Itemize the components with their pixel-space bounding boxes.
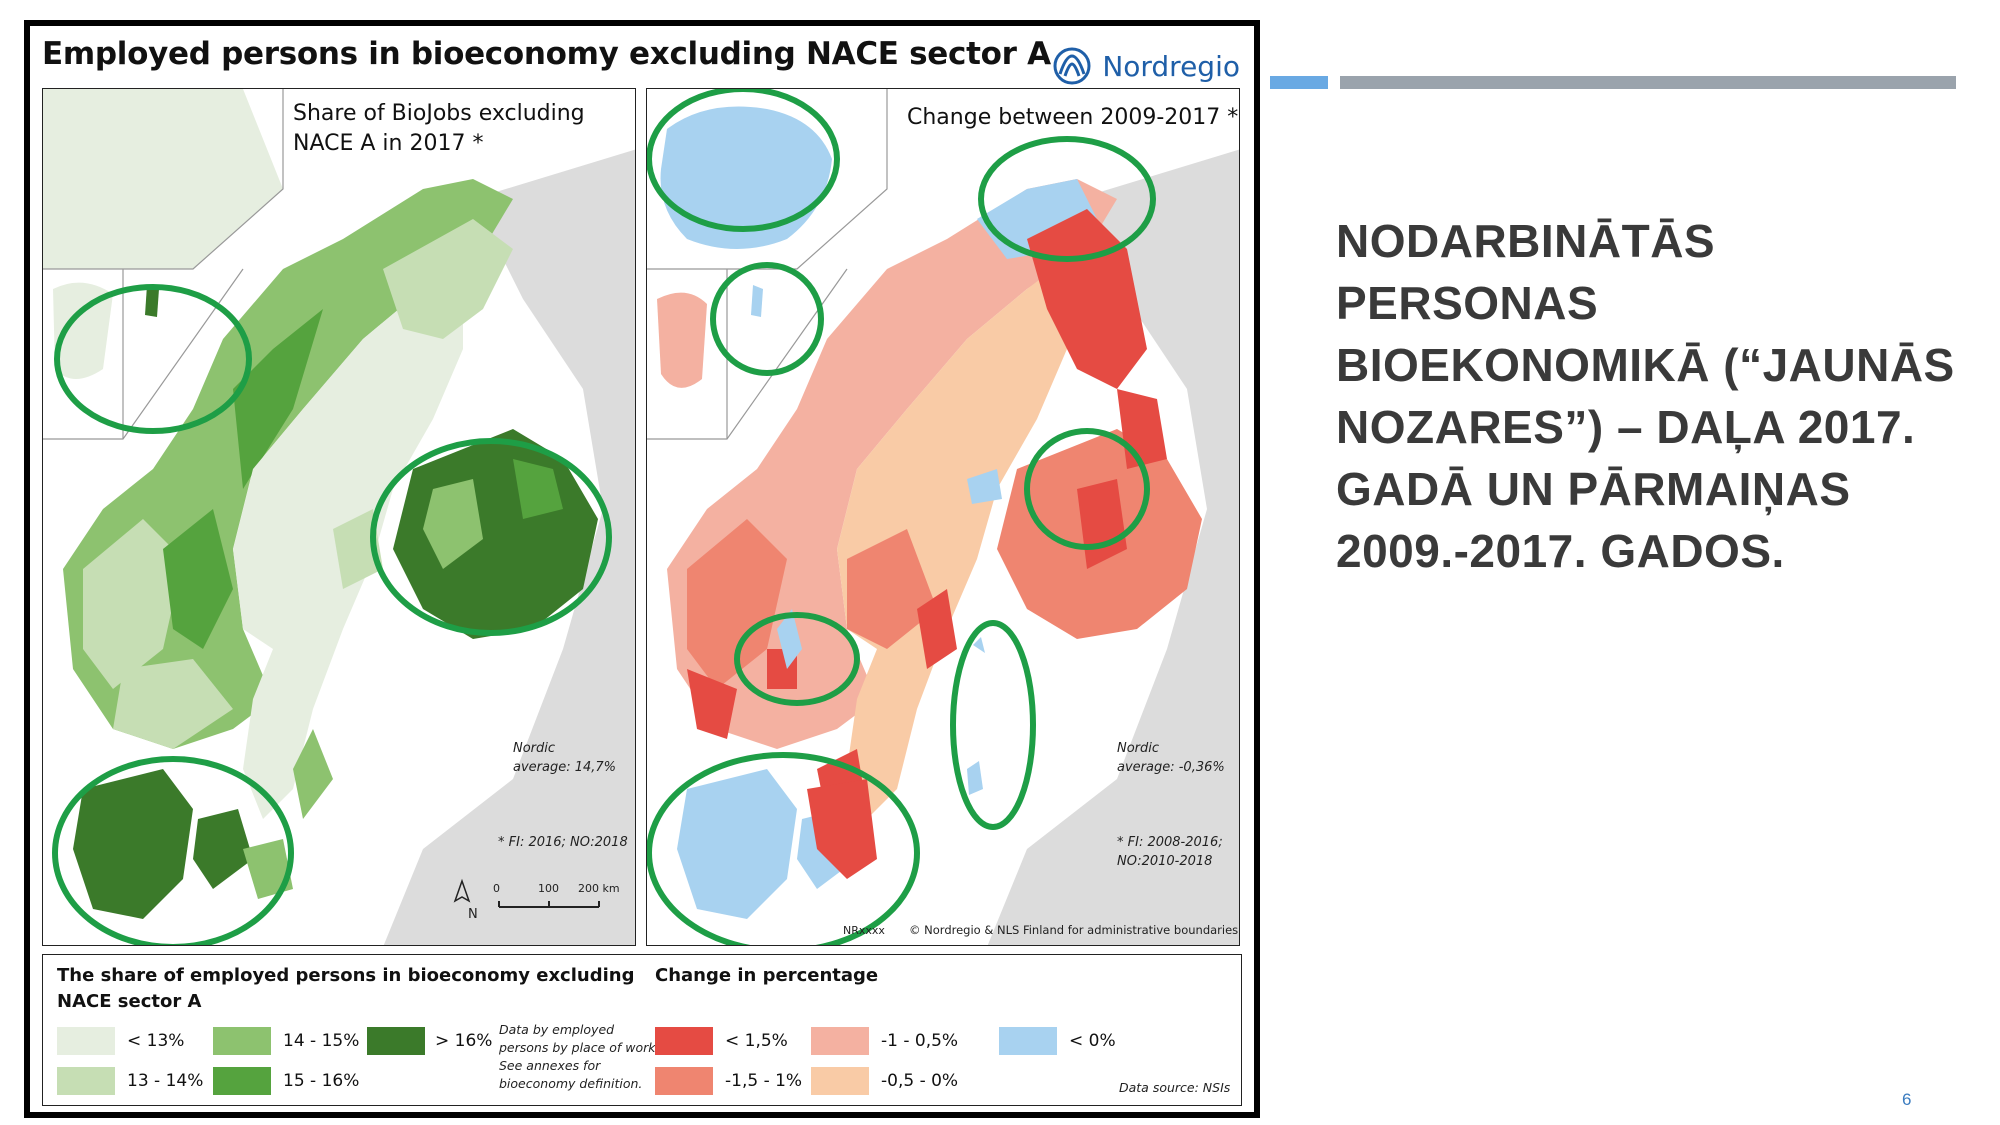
- slide-title-line-3: NOZARES”) – DAĻA 2017.: [1336, 401, 1916, 453]
- share-map-panel: Share of BioJobs excluding NACE A in 201…: [42, 88, 636, 946]
- logo-text: Nordregio: [1102, 49, 1240, 83]
- map-legend: The share of employed persons in bioecon…: [42, 954, 1242, 1106]
- change-swatch-4: [811, 1067, 869, 1095]
- slide-title-line-1: NODARBINĀTĀS PERSONAS: [1336, 215, 1716, 329]
- map-copyright: © Nordregio & NLS Finland for administra…: [909, 923, 1239, 937]
- share-swatch-4: [213, 1067, 271, 1095]
- denmark-region: [73, 769, 193, 919]
- share-note-line2: persons by place of work.: [499, 1040, 660, 1055]
- map-figure: Employed persons in bioeconomy excluding…: [24, 20, 1260, 1118]
- slide-title-line-4: GADĀ UN PĀRMAIŅAS: [1336, 463, 1851, 515]
- share-map: [43, 89, 635, 945]
- share-class-label-4: 15 - 16%: [283, 1071, 360, 1091]
- north-arrow-icon: [453, 878, 471, 903]
- change-average-line1: Nordic: [1117, 741, 1160, 756]
- slide-title: NODARBINĀTĀS PERSONAS BIOEKONOMIKĀ (“JAU…: [1336, 210, 1976, 582]
- nordregio-logo-icon: [1053, 47, 1091, 85]
- data-source: Data source: NSIs: [1119, 1080, 1231, 1095]
- change-footnote-line2: NO:2010-2018: [1117, 854, 1213, 869]
- share-average-line2: average: 14,7%: [513, 760, 617, 775]
- change-swatch-1: [655, 1027, 713, 1055]
- scale-label-100: 100: [538, 882, 559, 895]
- share-class-label-3: 14 - 15%: [283, 1031, 360, 1051]
- norway-region: [667, 179, 1117, 749]
- share-map-title-line2: NACE A in 2017 *: [293, 131, 484, 156]
- share-swatch-1: [57, 1027, 115, 1055]
- faroe-islands: [145, 285, 159, 317]
- change-legend-title: Change in percentage: [655, 965, 879, 986]
- change-class-label-5: < 0%: [1069, 1031, 1116, 1051]
- highlight-ring-denmark: [52, 756, 294, 945]
- share-note-line1: Data by employed: [499, 1022, 615, 1037]
- share-legend-title-line2: NACE sector A: [57, 991, 202, 1012]
- change-class-label-3: -1 - 0,5%: [881, 1031, 959, 1051]
- share-swatch-5: [367, 1027, 425, 1055]
- change-swatch-2: [655, 1067, 713, 1095]
- share-footnote: * FI: 2016; NO:2018: [498, 835, 628, 850]
- change-map-panel: Change between 2009-2017 * Nordic averag…: [646, 88, 1240, 946]
- sweden-region: [837, 259, 1067, 819]
- highlight-ring-finland: [370, 438, 612, 636]
- change-footnote-line1: * FI: 2008-2016;: [1117, 835, 1223, 850]
- header-rule: [1340, 76, 1956, 89]
- change-map-title: Change between 2009-2017 *: [907, 105, 1239, 130]
- share-legend-title-line1: The share of employed persons in bioecon…: [57, 965, 635, 986]
- page-number: 6: [1902, 1090, 1912, 1109]
- change-swatch-3: [811, 1027, 869, 1055]
- figure-title: Employed persons in bioeconomy excluding…: [42, 36, 1051, 72]
- change-class-label-1: < 1,5%: [725, 1031, 788, 1051]
- highlight-ring-denmark: [647, 752, 920, 945]
- scale-label-0: 0: [493, 882, 500, 895]
- highlight-ring-lapland: [978, 136, 1156, 262]
- scale-label-200: 200 km: [578, 882, 620, 895]
- highlight-ring-faroes: [710, 262, 824, 376]
- change-class-label-4: -0,5 - 0%: [881, 1071, 959, 1091]
- share-class-label-1: < 13%: [127, 1031, 185, 1051]
- change-map: [647, 89, 1239, 945]
- accent-bar: [1270, 76, 1328, 89]
- highlight-ring-iceland: [647, 89, 840, 232]
- denmark-region: [677, 769, 797, 919]
- change-class-label-2: -1,5 - 1%: [725, 1071, 803, 1091]
- share-map-title-line1: Share of BioJobs excluding: [293, 101, 585, 126]
- share-swatch-3: [213, 1027, 271, 1055]
- highlight-ring-lake: [734, 612, 860, 706]
- share-note-line3: See annexes for: [499, 1058, 601, 1073]
- change-average-line2: average: -0,36%: [1117, 760, 1225, 775]
- share-swatch-2: [57, 1067, 115, 1095]
- slide-title-line-2: BIOEKONOMIKĀ (“JAUNĀS: [1336, 339, 1955, 391]
- map-id: NRxxxx: [843, 924, 885, 937]
- north-label: N: [468, 907, 478, 922]
- highlight-ring-islands: [950, 620, 1036, 830]
- share-class-label-2: 13 - 14%: [127, 1071, 204, 1091]
- nordregio-logo: Nordregio: [1052, 46, 1240, 86]
- share-note-line4: bioeconomy definition.: [499, 1076, 643, 1091]
- iceland-region: [43, 89, 283, 269]
- highlight-ring-finland: [1024, 428, 1150, 550]
- slide-title-line-5: 2009.-2017. GADOS.: [1336, 525, 1785, 577]
- share-class-label-5: > 16%: [435, 1031, 493, 1051]
- change-swatch-5: [999, 1027, 1057, 1055]
- finland-north-region: [1027, 209, 1147, 389]
- iceland-region: [660, 106, 832, 249]
- highlight-ring-faroes: [54, 284, 252, 434]
- share-average-line1: Nordic: [513, 741, 556, 756]
